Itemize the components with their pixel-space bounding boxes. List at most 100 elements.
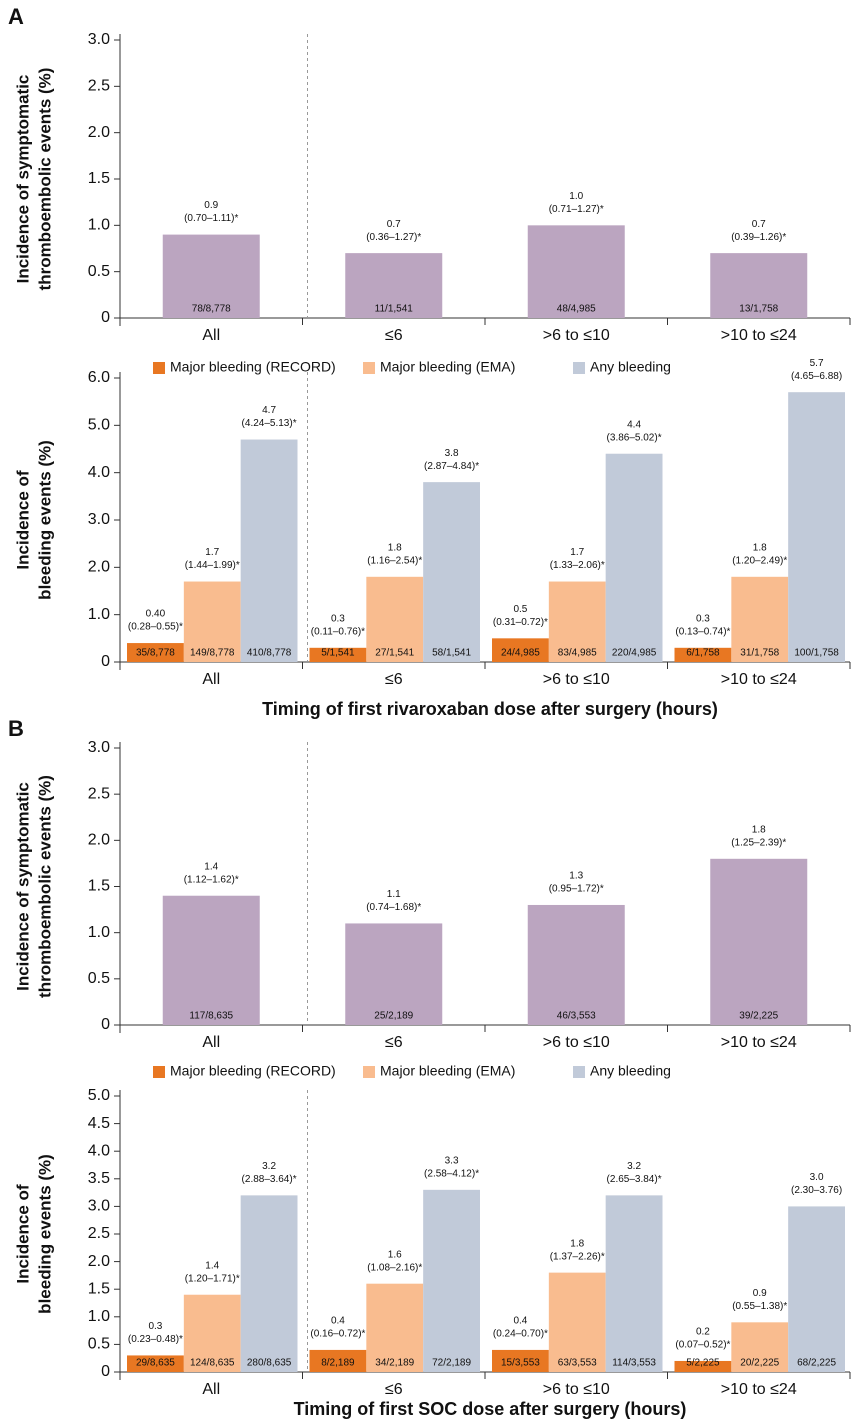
y-tick-label: 0 (101, 309, 110, 326)
ci-label: (3.86–5.02)* (607, 432, 662, 443)
x-axis-label: Timing of first SOC dose after surgery (… (294, 1399, 687, 1419)
ci-label: (0.70–1.11)* (184, 213, 238, 224)
count-label: 72/2,189 (432, 1358, 471, 1369)
ci-label: (1.16–2.54)* (367, 555, 422, 566)
y-tick-label: 0 (101, 1363, 110, 1380)
count-label: 68/2,225 (797, 1358, 836, 1369)
x-tick-label: All (202, 1034, 220, 1051)
y-tick-label: 1.0 (88, 1308, 110, 1325)
count-label: 149/8,778 (190, 648, 235, 659)
value-label: 0.4 (331, 1316, 345, 1327)
legend-label: Major bleeding (RECORD) (170, 1063, 336, 1079)
ci-label: (2.30–3.76) (791, 1185, 842, 1196)
value-label: 3.0 (810, 1172, 824, 1183)
y-tick-label: 0 (101, 653, 110, 670)
ci-label: (0.36–1.27)* (366, 232, 421, 243)
panel-label: B (8, 716, 24, 741)
ci-label: (1.12–1.62)* (184, 874, 239, 885)
x-tick-label: >10 to ≤24 (721, 327, 797, 344)
count-label: 15/3,553 (501, 1358, 540, 1369)
ci-label: (0.24–0.70)* (493, 1329, 548, 1340)
bar (731, 1322, 789, 1372)
bar (492, 1349, 549, 1372)
x-tick-label: All (202, 1381, 220, 1398)
count-label: 39/2,225 (739, 1011, 778, 1022)
x-axis-label: Timing of first rivaroxaban dose after s… (262, 699, 718, 719)
value-label: 1.8 (570, 1238, 584, 1249)
count-label: 29/8,635 (136, 1358, 175, 1369)
y-tick-label: 1.5 (88, 878, 110, 895)
value-label: 3.3 (445, 1155, 459, 1166)
bar (674, 647, 732, 662)
y-tick-label: 1.5 (88, 170, 110, 187)
value-label: 1.4 (205, 1260, 219, 1271)
count-label: 83/4,985 (558, 648, 597, 659)
x-tick-label: ≤6 (385, 1034, 403, 1051)
value-label: 0.2 (696, 1327, 710, 1338)
ci-label: (0.13–0.74)* (675, 626, 730, 637)
count-label: 20/2,225 (740, 1358, 779, 1369)
y-axis-label: Incidence of (13, 470, 32, 570)
value-label: 3.2 (627, 1161, 641, 1172)
ci-label: (0.16–0.72)* (310, 1329, 365, 1340)
value-label: 1.8 (753, 542, 767, 553)
ci-label: (0.31–0.72)* (493, 617, 548, 628)
bar (240, 1195, 298, 1372)
bar (710, 253, 808, 318)
x-tick-label: >10 to ≤24 (721, 1381, 797, 1398)
value-label: 1.0 (569, 191, 583, 202)
bar (527, 904, 625, 1025)
value-label: 0.4 (513, 1316, 527, 1327)
ci-label: (0.55–1.38)* (732, 1301, 787, 1312)
count-label: 100/1,758 (794, 648, 839, 659)
y-tick-label: 0.5 (88, 970, 110, 987)
x-tick-label: All (202, 327, 220, 344)
y-tick-label: 2.5 (88, 1225, 110, 1242)
y-axis-label: Incidence of symptomatic (13, 75, 32, 284)
count-label: 6/1,758 (686, 648, 720, 659)
bar (423, 482, 480, 662)
legend-label: Major bleeding (EMA) (380, 359, 515, 375)
bar (309, 647, 367, 662)
count-label: 114/3,553 (612, 1358, 656, 1369)
value-label: 0.3 (148, 1321, 162, 1332)
ci-label: (2.58–4.12)* (424, 1168, 479, 1179)
value-label: 1.8 (752, 824, 766, 835)
count-label: 280/8,635 (247, 1358, 292, 1369)
y-tick-label: 5.0 (88, 417, 110, 434)
count-label: 35/8,778 (136, 648, 175, 659)
count-label: 63/3,553 (558, 1358, 597, 1369)
y-tick-label: 0.5 (88, 263, 110, 280)
bar (183, 581, 241, 662)
value-label: 1.6 (388, 1249, 402, 1260)
bar (162, 234, 260, 318)
bar (548, 1272, 606, 1372)
bar (731, 576, 789, 662)
count-label: 117/8,635 (189, 1011, 233, 1022)
y-tick-label: 4.5 (88, 1115, 110, 1132)
y-axis-label: thromboembolic events (%) (35, 775, 54, 998)
count-label: 46/3,553 (557, 1011, 596, 1022)
x-tick-label: ≤6 (385, 1381, 403, 1398)
count-label: 5/1,541 (321, 648, 355, 659)
count-label: 27/1,541 (375, 648, 414, 659)
y-tick-label: 2.5 (88, 78, 110, 95)
y-tick-label: 3.0 (88, 511, 110, 528)
ci-label: (0.11–0.76)* (311, 626, 365, 637)
y-axis-label: thromboembolic events (%) (35, 68, 54, 291)
count-label: 11/1,541 (375, 304, 414, 315)
y-axis-label: bleeding events (%) (35, 1154, 54, 1314)
value-label: 0.9 (204, 200, 218, 211)
value-label: 4.7 (262, 405, 276, 416)
x-tick-label: >10 to ≤24 (721, 671, 797, 688)
bar (345, 253, 443, 318)
value-label: 0.5 (513, 604, 527, 615)
legend-swatch (573, 362, 585, 374)
bar (605, 453, 663, 662)
bar (127, 1355, 184, 1372)
x-tick-label: >10 to ≤24 (721, 1034, 797, 1051)
ci-label: (2.87–4.84)* (424, 461, 479, 472)
value-label: 0.3 (696, 613, 710, 624)
bar (423, 1189, 480, 1372)
value-label: 1.1 (387, 889, 401, 900)
